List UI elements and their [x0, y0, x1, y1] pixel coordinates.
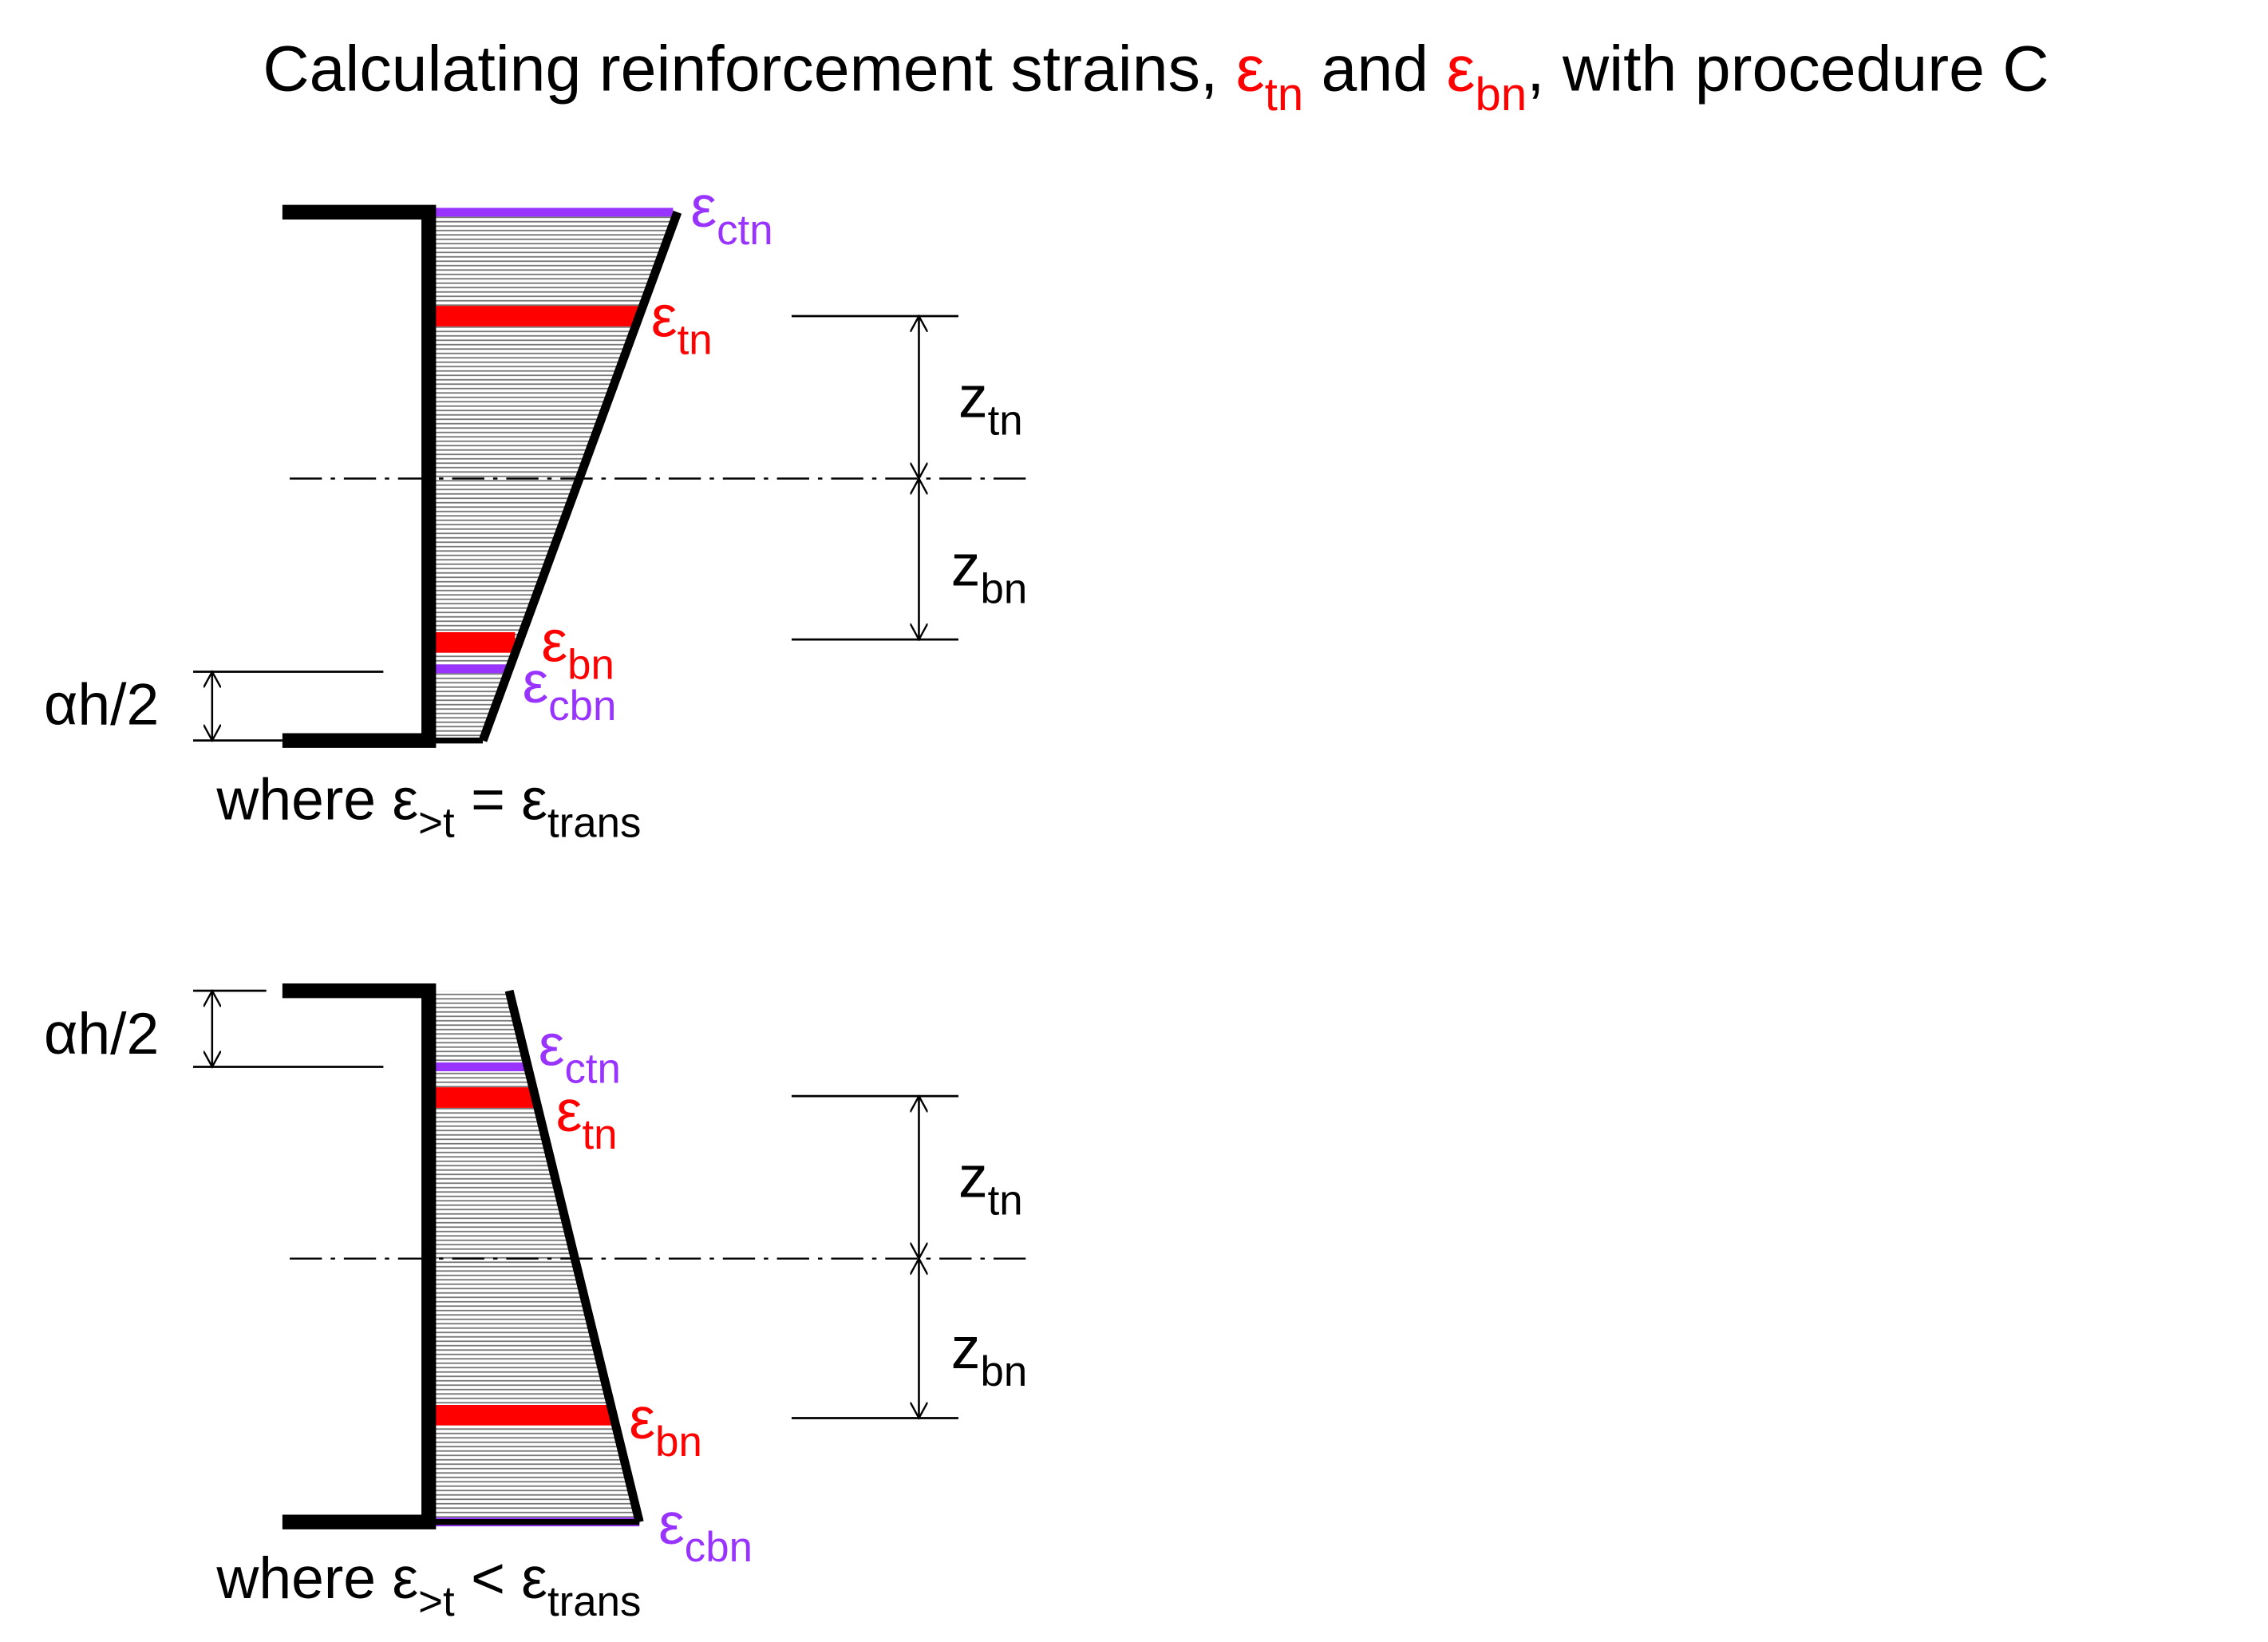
subscript: tn [678, 317, 713, 364]
section-outline [282, 204, 437, 748]
text-part: where [215, 1545, 392, 1611]
text-part: ε [541, 609, 567, 675]
offset-label: αh/2 [44, 672, 159, 738]
strain-label: εtn [556, 1078, 618, 1158]
text-part: ε [1447, 34, 1476, 105]
strain-profile [434, 991, 640, 1522]
subscript: ctn [564, 1046, 620, 1093]
strain-label: εbn [541, 609, 614, 689]
text-part: and [1303, 34, 1446, 105]
text-part: ε [629, 1386, 655, 1451]
lever-arm-label: ztn [958, 365, 1023, 445]
text-part: ε [392, 767, 418, 833]
strain-label: εbn [629, 1386, 701, 1466]
subscript: >t [418, 800, 455, 847]
text-part: where [215, 767, 392, 833]
strain-label: εctn [690, 174, 772, 254]
subscript: bn [655, 1418, 702, 1466]
text-part: ε [539, 1013, 565, 1078]
subscript: cbn [685, 1524, 753, 1571]
text-part: ε [392, 1545, 418, 1611]
text-part: < [455, 1545, 522, 1611]
subscript: trans [547, 800, 641, 847]
text-part: ε [658, 1491, 685, 1557]
subscript: tn [1265, 69, 1303, 121]
text-part: ε [651, 284, 678, 350]
strain-label: εcbn [523, 650, 617, 730]
text-part: ε [1236, 34, 1265, 105]
section-outline [282, 983, 437, 1529]
lever-arm-label: zbn [951, 532, 1027, 612]
text-part: z [958, 365, 988, 430]
subscript: cbn [548, 683, 616, 730]
subscript: bn [1476, 69, 1527, 121]
text-part: ε [523, 650, 549, 715]
subscript: bn [980, 1348, 1027, 1395]
text-part: = [455, 767, 522, 833]
strain-label: εctn [539, 1013, 621, 1093]
subscript: tn [988, 398, 1023, 445]
title: Calculating reinforcement strains, εtn a… [263, 34, 2049, 121]
subscript: >t [418, 1578, 455, 1625]
lever-arm-label: ztn [958, 1145, 1023, 1225]
text-part: Calculating reinforcement strains, [263, 34, 1235, 105]
strain-label: εtn [651, 284, 713, 364]
text-part: z [951, 1316, 981, 1381]
subscript: bn [567, 642, 614, 689]
subscript: bn [980, 565, 1027, 612]
profile-edge [478, 210, 682, 742]
profile-edge [504, 989, 644, 1523]
subscript: trans [547, 1578, 641, 1625]
offset-label: αh/2 [44, 1001, 159, 1066]
text-part: , with procedure C [1527, 34, 2049, 105]
text-part: ε [690, 174, 717, 239]
text-part: z [951, 532, 981, 598]
text-part: z [958, 1145, 988, 1210]
subscript: tn [988, 1177, 1023, 1225]
lever-arm-label: zbn [951, 1316, 1027, 1395]
text-part: ε [521, 1545, 547, 1611]
subscript: tn [582, 1111, 617, 1158]
text-part: ε [521, 767, 547, 833]
text-part: ε [556, 1078, 583, 1144]
subscript: ctn [717, 207, 772, 254]
caption: where ε>t < εtrans [215, 1545, 641, 1625]
caption: where ε>t = εtrans [215, 767, 641, 847]
strain-profile [434, 212, 678, 741]
strain-label: εcbn [658, 1491, 753, 1571]
